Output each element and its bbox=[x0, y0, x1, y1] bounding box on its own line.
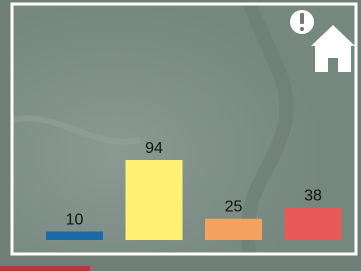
value-label: 10 bbox=[66, 211, 84, 228]
bar bbox=[205, 219, 262, 240]
value-label: 38 bbox=[304, 188, 322, 205]
page: {"chart_data": {"type": "bar", "categori… bbox=[0, 0, 361, 271]
bar bbox=[46, 231, 103, 240]
alert-icon[interactable] bbox=[290, 10, 314, 34]
value-label: 25 bbox=[225, 199, 243, 216]
value-label: 94 bbox=[145, 140, 163, 157]
bar bbox=[285, 208, 342, 240]
screen: 10 94 25 38 bbox=[0, 0, 361, 271]
status-strip bbox=[0, 266, 90, 271]
bar bbox=[126, 160, 183, 240]
